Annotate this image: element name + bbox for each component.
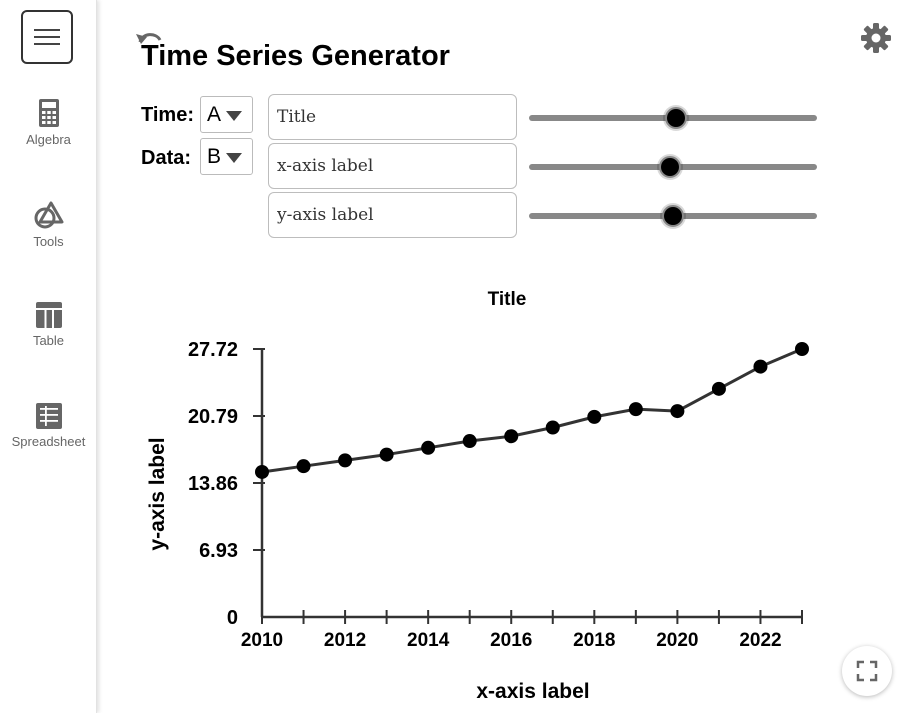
data-point xyxy=(504,429,519,444)
x-tick-label: 2010 xyxy=(241,630,283,651)
x-tick-label: 2018 xyxy=(573,630,615,651)
data-point xyxy=(462,434,477,449)
undo-button[interactable] xyxy=(134,28,164,55)
data-point xyxy=(795,342,809,356)
data-label: Data: xyxy=(141,147,192,169)
menu-button[interactable] xyxy=(21,10,73,64)
caret-down-icon xyxy=(226,153,242,163)
data-point xyxy=(711,381,726,396)
sidebar-item-label: Algebra xyxy=(26,132,71,147)
chart-xlabel: x-axis label xyxy=(476,680,589,703)
tools-icon xyxy=(34,201,63,229)
chart-ticks: 0 6.93 13.86 20.79 27.72 2010 2012 2014 2016 2018… xyxy=(188,339,803,651)
title-input[interactable] xyxy=(268,94,517,140)
chart-title: Title xyxy=(488,289,527,310)
slider-thumb[interactable] xyxy=(659,156,682,178)
x-tick-label: 2014 xyxy=(407,630,450,651)
data-point xyxy=(421,440,436,455)
menu-icon xyxy=(34,29,60,31)
y-tick-label: 6.93 xyxy=(199,540,238,562)
fullscreen-button[interactable] xyxy=(842,646,892,696)
x-tick-label: 2020 xyxy=(656,630,698,651)
undo-icon xyxy=(136,33,162,44)
y-tick-label: 27.72 xyxy=(188,339,238,361)
sidebar-item-label: Tools xyxy=(33,234,64,249)
chart-series xyxy=(255,342,809,479)
data-dropdown-value: B xyxy=(207,145,222,168)
sidebar-item-algebra[interactable]: Algebra xyxy=(0,98,97,147)
time-dropdown-value: A xyxy=(207,103,222,126)
sidebar-item-spreadsheet[interactable]: Spreadsheet xyxy=(0,402,97,449)
spreadsheet-icon xyxy=(35,403,62,429)
data-point xyxy=(670,404,685,419)
data-point xyxy=(545,420,560,435)
fullscreen-icon xyxy=(856,660,878,682)
y-tick-label: 20.79 xyxy=(188,406,238,428)
time-label: Time: xyxy=(141,104,194,126)
y-tick-label: 13.86 xyxy=(188,473,238,495)
slider-1[interactable] xyxy=(529,103,817,133)
data-point xyxy=(628,402,643,417)
gear-icon xyxy=(861,23,891,53)
time-dropdown[interactable]: A xyxy=(200,96,253,133)
sidebar-item-label: Spreadsheet xyxy=(11,434,86,449)
x-tick-label: 2022 xyxy=(739,630,781,651)
data-point xyxy=(587,409,602,424)
data-point xyxy=(753,359,768,374)
sidebar-item-table[interactable]: Table xyxy=(0,301,97,348)
table-icon xyxy=(35,302,62,328)
time-series-chart: Title y-axis label x-axis label 0 6.93 13.… xyxy=(146,289,809,703)
slider-3[interactable] xyxy=(529,201,817,231)
data-dropdown[interactable]: B xyxy=(200,138,253,175)
sidebar-item-label: Table xyxy=(32,333,65,348)
page-title: Time Series Generator xyxy=(141,40,450,72)
settings-button[interactable] xyxy=(860,22,892,59)
data-point xyxy=(338,453,353,468)
ylabel-input[interactable] xyxy=(268,192,517,238)
sidebar: Algebra Tools Table Spreadsheet xyxy=(0,0,97,713)
slider-thumb[interactable] xyxy=(664,107,687,129)
slider-thumb[interactable] xyxy=(662,205,684,227)
y-tick-label: 0 xyxy=(227,607,238,629)
calculator-icon xyxy=(38,99,59,127)
x-tick-label: 2016 xyxy=(490,630,532,651)
data-point xyxy=(296,459,311,474)
xlabel-input[interactable] xyxy=(268,143,517,189)
data-point xyxy=(255,464,269,479)
slider-2[interactable] xyxy=(529,152,817,182)
series-line xyxy=(261,347,803,474)
chart-ylabel: y-axis label xyxy=(146,437,169,550)
sidebar-item-tools[interactable]: Tools xyxy=(0,200,97,249)
caret-down-icon xyxy=(226,111,242,121)
x-tick-label: 2012 xyxy=(324,630,366,651)
data-point xyxy=(379,447,394,462)
